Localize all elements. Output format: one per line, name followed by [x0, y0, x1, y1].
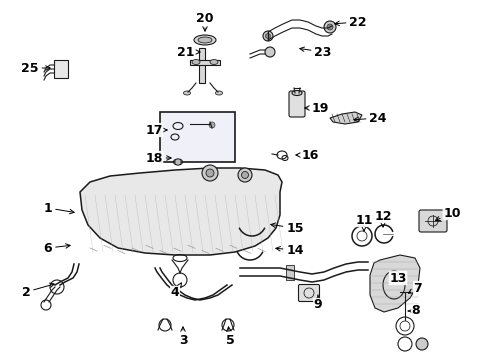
Ellipse shape [198, 37, 212, 43]
Text: 16: 16 [295, 149, 318, 162]
Circle shape [264, 47, 274, 57]
Text: 10: 10 [435, 207, 460, 221]
Text: 19: 19 [304, 102, 328, 114]
Bar [54, 60, 68, 78]
Text: 21: 21 [177, 45, 200, 59]
Text: 12: 12 [373, 210, 391, 227]
Text: 5: 5 [225, 327, 234, 346]
Ellipse shape [209, 59, 218, 64]
Ellipse shape [215, 91, 222, 95]
Polygon shape [369, 255, 419, 312]
Text: 15: 15 [270, 221, 303, 234]
Circle shape [326, 24, 332, 30]
Circle shape [415, 338, 427, 350]
Ellipse shape [194, 35, 216, 45]
Circle shape [202, 165, 218, 181]
Polygon shape [80, 168, 282, 255]
Text: 8: 8 [407, 305, 420, 318]
Ellipse shape [192, 59, 200, 64]
FancyBboxPatch shape [288, 91, 305, 117]
Text: 25: 25 [21, 62, 50, 75]
Circle shape [241, 171, 248, 179]
Polygon shape [329, 112, 361, 124]
Ellipse shape [291, 90, 302, 95]
Text: 4: 4 [170, 283, 181, 300]
Circle shape [265, 33, 270, 39]
Text: 7: 7 [407, 282, 422, 294]
Bar [285, 265, 293, 280]
Text: 24: 24 [353, 112, 386, 125]
Circle shape [238, 168, 251, 182]
Bar [199, 48, 204, 83]
Circle shape [324, 21, 335, 33]
FancyBboxPatch shape [298, 284, 319, 302]
Bar [190, 60, 220, 65]
Text: 20: 20 [196, 12, 213, 31]
Text: 22: 22 [334, 15, 366, 28]
Circle shape [208, 122, 215, 128]
Text: 11: 11 [354, 213, 372, 231]
Text: 2: 2 [21, 283, 54, 298]
Text: 23: 23 [299, 45, 331, 59]
Circle shape [205, 169, 214, 177]
Text: 1: 1 [43, 202, 74, 215]
Text: 17: 17 [145, 123, 166, 136]
Text: 13: 13 [388, 271, 406, 284]
Text: 18: 18 [145, 152, 171, 165]
Text: 9: 9 [313, 295, 322, 311]
Text: 3: 3 [178, 327, 187, 346]
FancyBboxPatch shape [418, 210, 446, 232]
Ellipse shape [183, 91, 190, 95]
Text: 14: 14 [275, 243, 303, 257]
Bar [290, 93, 303, 115]
Text: 6: 6 [43, 242, 70, 255]
Bar [160, 112, 235, 162]
Circle shape [175, 159, 181, 165]
Circle shape [263, 31, 272, 41]
